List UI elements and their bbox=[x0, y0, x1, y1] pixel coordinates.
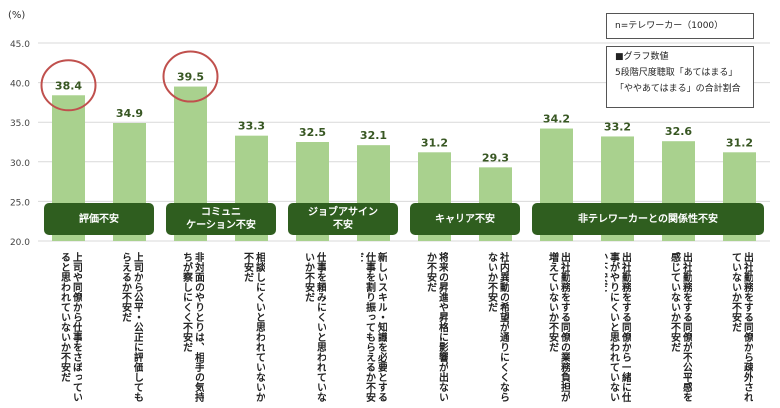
y-tick-label: 40.0 bbox=[10, 80, 30, 90]
grid-lines bbox=[38, 42, 770, 242]
category-label: 出社勤務をする同僚から一緒に仕事がやりにくいと思われていないか不安だ bbox=[605, 252, 631, 402]
category-label: 出社勤務をする同僚が不公平感を感じていないか不安だ bbox=[668, 252, 692, 402]
category-label: 新しいスキル・知識を必要とする仕事を割り振ってもらえるか不安だ bbox=[361, 252, 387, 402]
data-label: 34.9 bbox=[116, 107, 143, 120]
sample-size-note: n=テレワーカー（1000） bbox=[606, 13, 754, 39]
category-label: 仕事を頼みにくいと思われていないか不安だ bbox=[302, 252, 326, 402]
desc-line-2: 5段階尺度聴取「あてはまる」 bbox=[615, 68, 738, 78]
group-label: キャリア不安 bbox=[410, 203, 520, 235]
y-tick-label: 30.0 bbox=[10, 159, 30, 169]
category-label: 上司から公平・公正に評価してもらえるか不安だ bbox=[119, 252, 143, 402]
desc-line-3: 「ややあてはまる」の合計割合 bbox=[615, 84, 741, 94]
data-label: 38.4 bbox=[55, 79, 82, 92]
category-label: 出社勤務をする同僚から疎外されていないか不安だ bbox=[729, 252, 753, 402]
y-unit-label: (%) bbox=[8, 10, 25, 21]
y-tick-label: 25.0 bbox=[10, 198, 30, 208]
data-label: 29.3 bbox=[482, 151, 509, 164]
data-label: 31.2 bbox=[726, 136, 753, 149]
category-label: 相談しにくいと思われていないか不安だ bbox=[241, 252, 265, 402]
highlight-circle bbox=[40, 59, 97, 112]
y-tick-label: 45.0 bbox=[10, 40, 30, 50]
data-label: 32.6 bbox=[665, 125, 692, 138]
category-label: 非対面のやりとりは、相手の気持ちが察しにくく不安だ bbox=[180, 252, 204, 402]
y-tick-label: 20.0 bbox=[10, 238, 30, 248]
data-label: 32.1 bbox=[360, 129, 387, 142]
data-label: 31.2 bbox=[421, 136, 448, 149]
value-labels: 38.4 34.9 39.5 33.3 32.5 32.1 31.2 29.3 34.2 33.2… bbox=[55, 71, 753, 165]
desc-line-1: ■グラフ数値 bbox=[615, 52, 669, 62]
y-tick-label: 35.0 bbox=[10, 119, 30, 129]
group-label: ジョブアサイン 不安 bbox=[288, 203, 398, 235]
highlight-circles bbox=[40, 50, 219, 112]
data-label: 33.2 bbox=[604, 120, 631, 133]
category-label: 上司や同僚から仕事をさぼっていると思われていないか不安だ bbox=[58, 252, 82, 402]
category-label: 社内異動の希望が通りにくくならないか不安だ bbox=[485, 252, 509, 402]
data-label: 32.5 bbox=[299, 126, 326, 139]
highlight-circle bbox=[162, 50, 219, 103]
data-label: 39.5 bbox=[177, 71, 204, 84]
y-axis: 20.0 25.0 30.0 35.0 40.0 45.0 bbox=[10, 40, 30, 248]
graph-description-note: ■グラフ数値 5段階尺度聴取「あてはまる」 「ややあてはまる」の合計割合 bbox=[606, 46, 754, 108]
group-label: 評価不安 bbox=[44, 203, 154, 235]
group-label: 非テレワーカーとの関係性不安 bbox=[532, 203, 764, 235]
data-label: 33.3 bbox=[238, 120, 265, 133]
data-label: 34.2 bbox=[543, 113, 570, 126]
category-label: 将来の昇進や昇格に影響が出ないか不安だ bbox=[424, 252, 448, 402]
category-label: 出社勤務をする同僚の業務負担が増えていないか不安だ bbox=[546, 252, 570, 402]
group-label: コミュニ ケーション不安 bbox=[166, 203, 276, 235]
